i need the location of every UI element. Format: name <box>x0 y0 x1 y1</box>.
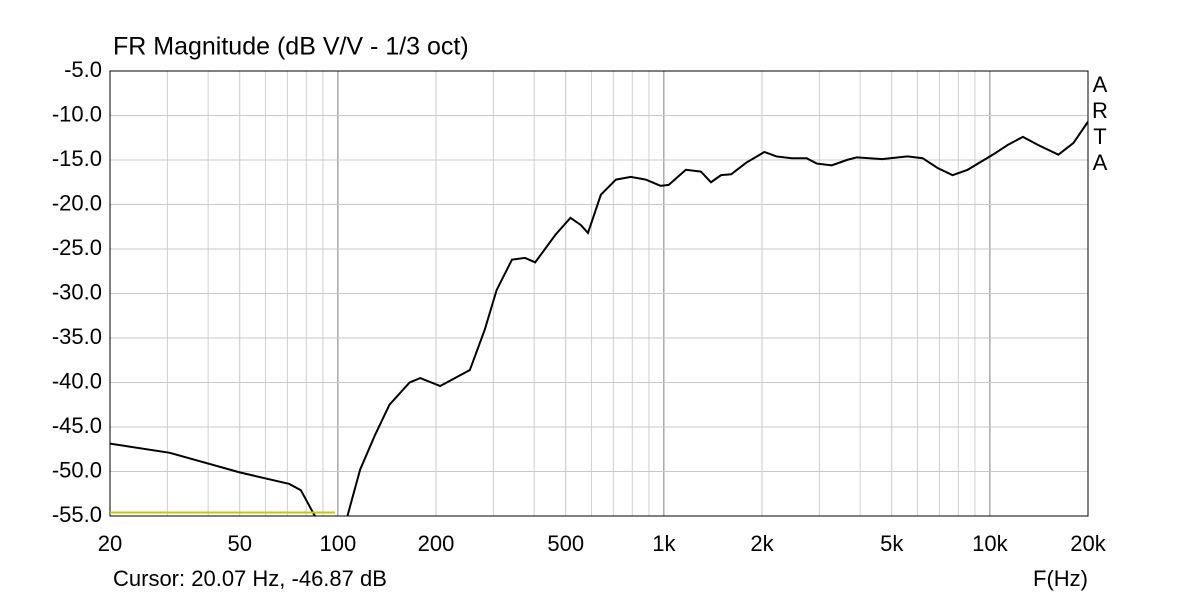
x-axis-label: F(Hz) <box>1033 566 1088 591</box>
cursor-readout: Cursor: 20.07 Hz, -46.87 dB <box>113 566 387 591</box>
x-tick-label: 2k <box>750 531 774 556</box>
y-tick-label: -30.0 <box>52 279 102 304</box>
x-tick-label: 50 <box>227 531 251 556</box>
x-tick-label: 100 <box>320 531 357 556</box>
x-tick-label: 20 <box>98 531 122 556</box>
x-tick-label: 10k <box>972 531 1008 556</box>
y-tick-label: -5.0 <box>64 57 102 82</box>
x-tick-label: 500 <box>547 531 584 556</box>
x-tick-label: 20k <box>1070 531 1106 556</box>
y-tick-label: -35.0 <box>52 324 102 349</box>
y-tick-label: -10.0 <box>52 101 102 126</box>
watermark: ARTA <box>1092 72 1108 175</box>
plot-frame <box>109 70 1089 517</box>
x-tick-label: 5k <box>880 531 904 556</box>
chart-title: FR Magnitude (dB V/V - 1/3 oct) <box>113 33 469 61</box>
y-tick-label: -40.0 <box>52 368 102 393</box>
y-tick-label: -45.0 <box>52 413 102 438</box>
y-tick-label: -15.0 <box>52 146 102 171</box>
y-tick-label: -50.0 <box>52 457 102 482</box>
y-tick-label: -55.0 <box>52 502 102 527</box>
x-tick-label: 200 <box>418 531 455 556</box>
x-tick-label: 1k <box>652 531 676 556</box>
y-tick-label: -25.0 <box>52 235 102 260</box>
line-series <box>110 121 1088 517</box>
y-tick-label: -20.0 <box>52 190 102 215</box>
